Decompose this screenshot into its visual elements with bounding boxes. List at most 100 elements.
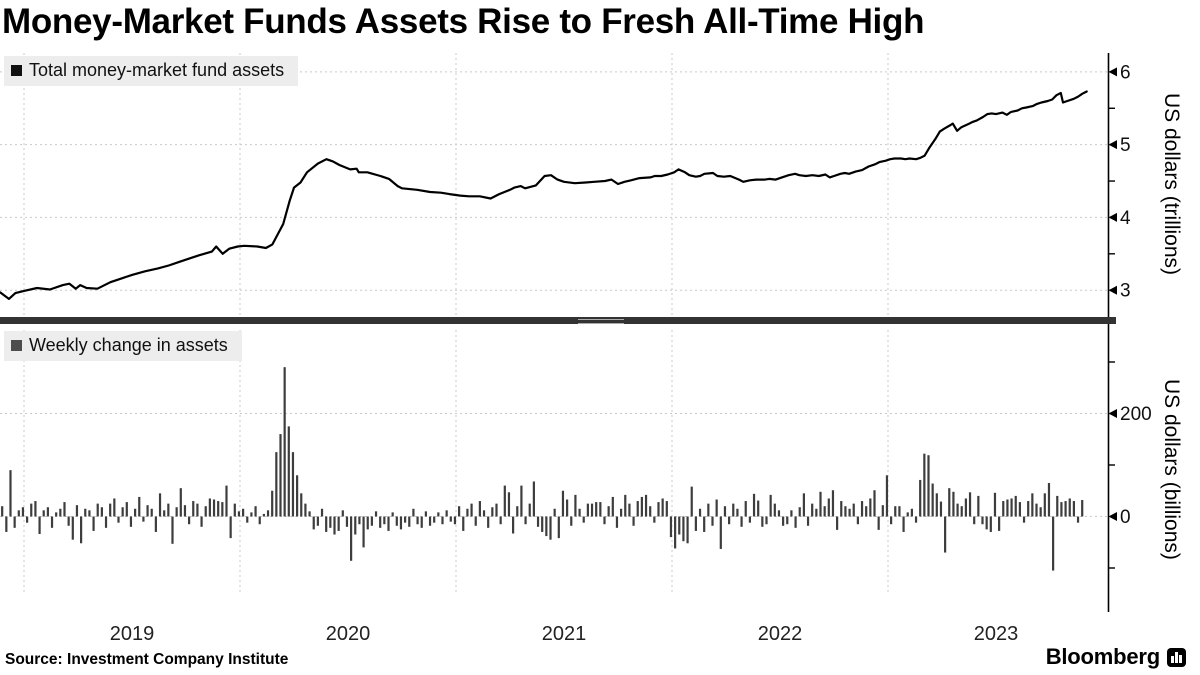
bar	[225, 486, 227, 517]
bar	[678, 517, 680, 535]
bar	[5, 517, 7, 532]
tick-label: 6	[1120, 62, 1131, 83]
bar	[740, 517, 742, 527]
bar	[80, 517, 82, 544]
bar	[878, 517, 880, 530]
bar	[686, 517, 688, 544]
panel-divider[interactable]	[0, 317, 1116, 324]
bar	[416, 517, 418, 525]
tick-arrow-icon	[1109, 286, 1118, 295]
bar	[400, 517, 402, 530]
bar	[171, 517, 173, 544]
bar	[1056, 496, 1058, 517]
bar	[437, 512, 439, 516]
bar	[500, 517, 502, 525]
bar	[213, 500, 215, 517]
legend-total-assets: Total money-market fund assets	[4, 56, 298, 86]
bar	[1064, 501, 1066, 516]
bar	[799, 507, 801, 516]
bar	[1040, 507, 1042, 516]
bar	[558, 517, 560, 539]
bar	[475, 517, 477, 526]
bar	[898, 506, 900, 516]
bar	[142, 517, 144, 522]
bar	[1023, 517, 1025, 523]
bar	[313, 517, 315, 530]
bar	[753, 494, 755, 517]
bar	[848, 509, 850, 517]
bar	[1044, 493, 1046, 516]
bar	[948, 488, 950, 516]
bar	[254, 506, 256, 516]
bar	[450, 517, 452, 522]
bar	[271, 491, 273, 517]
bar	[159, 493, 161, 516]
bar	[84, 509, 86, 517]
bar	[242, 509, 244, 517]
bar	[238, 511, 240, 516]
bar	[873, 490, 875, 516]
bar	[367, 517, 369, 530]
bar	[483, 510, 485, 516]
bar	[408, 517, 410, 527]
bar	[1010, 498, 1012, 516]
bar	[512, 517, 514, 534]
bar	[192, 501, 194, 516]
bar	[969, 492, 971, 516]
bar	[504, 486, 506, 517]
bar	[662, 498, 664, 516]
bar	[387, 517, 389, 531]
bar	[371, 517, 373, 526]
bar	[117, 517, 119, 523]
bar	[304, 504, 306, 517]
tick-label: 3	[1120, 281, 1131, 302]
bar	[38, 517, 40, 535]
bar	[616, 517, 618, 528]
bar	[653, 517, 655, 523]
bar	[26, 517, 28, 523]
bar	[703, 517, 705, 532]
bar-series-swatch-icon	[11, 340, 22, 351]
bar	[51, 517, 53, 528]
bar	[520, 486, 522, 517]
bar	[732, 504, 734, 517]
bar	[126, 502, 128, 516]
bar	[790, 510, 792, 516]
bar	[34, 501, 36, 516]
bar	[716, 500, 718, 517]
bar	[724, 506, 726, 516]
bar	[894, 506, 896, 516]
bar	[545, 517, 547, 537]
bar	[246, 517, 248, 523]
bar	[620, 509, 622, 517]
bar	[919, 480, 921, 517]
tick-arrow-icon	[1109, 140, 1118, 149]
weekly-change-bars	[1, 367, 1083, 570]
bar	[205, 506, 207, 516]
bar	[990, 517, 992, 532]
bar	[994, 493, 996, 517]
bar	[259, 517, 261, 525]
bar	[786, 517, 788, 525]
bar	[603, 517, 605, 525]
bar	[981, 517, 983, 525]
bar	[495, 504, 497, 517]
bar	[645, 495, 647, 517]
bar	[902, 517, 904, 532]
bar	[907, 512, 909, 516]
bar	[940, 502, 942, 517]
bar	[105, 517, 107, 528]
tick-label: 4	[1120, 208, 1131, 229]
bar	[583, 517, 585, 523]
bar	[886, 475, 888, 516]
bar	[529, 504, 531, 517]
divider-grip-icon[interactable]	[578, 319, 624, 324]
bar	[554, 509, 556, 517]
bar	[30, 504, 32, 517]
bar	[770, 495, 772, 517]
bar	[1069, 498, 1071, 516]
bar	[736, 509, 738, 517]
bar	[1048, 483, 1050, 516]
bar	[570, 517, 572, 526]
bar	[973, 517, 975, 525]
